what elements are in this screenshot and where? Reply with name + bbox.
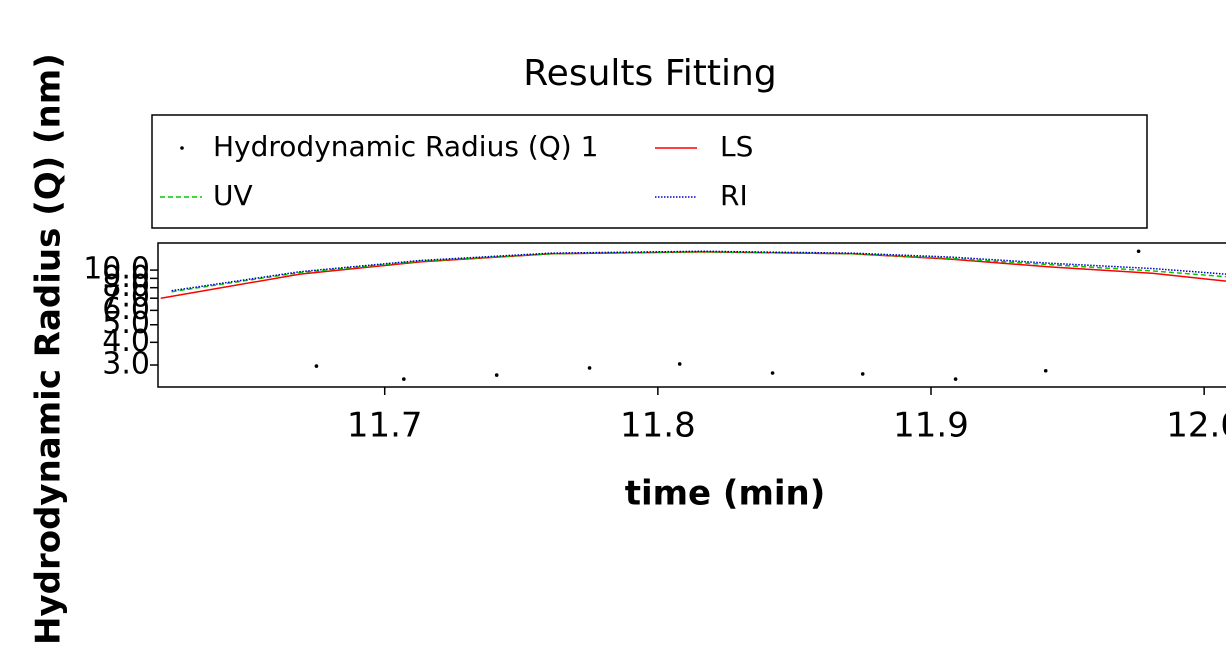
- x-tick-label: 11.8: [620, 406, 696, 446]
- x-tick-label: 12.0: [1166, 406, 1226, 446]
- data-point: [587, 366, 592, 370]
- y-tick-label: 10.0: [83, 252, 150, 287]
- x-tick-label: 11.9: [893, 406, 969, 446]
- legend-label: RI: [720, 179, 748, 212]
- x-axis-label: time (min): [625, 474, 826, 514]
- data-point: [953, 377, 958, 381]
- y-tick-label: 3.0: [102, 347, 150, 382]
- legend-marker: [180, 146, 184, 150]
- y-axis-label: Hydrodynamic Radius (Q) (nm): [29, 53, 69, 645]
- plot-frame: [157, 242, 1226, 388]
- data-point: [494, 373, 499, 377]
- data-point: [770, 371, 775, 375]
- series-line: [171, 250, 1226, 292]
- y-tick-label: 9.0: [102, 260, 150, 295]
- series-line: [171, 251, 1226, 293]
- data-point: [1136, 249, 1141, 254]
- data-point: [1043, 368, 1048, 373]
- legend-label: Hydrodynamic Radius (Q) 1: [213, 130, 598, 163]
- chart-title: Results Fitting: [523, 53, 776, 94]
- y-tick-label: 7.0: [102, 280, 150, 315]
- y-tick-label: 4.0: [102, 324, 150, 359]
- y-tick-label: 6.0: [102, 292, 150, 327]
- data-point: [677, 362, 682, 366]
- data-point: [314, 364, 319, 368]
- legend-box: [151, 114, 1148, 229]
- data-point: [402, 377, 406, 381]
- x-tick-label: 11.7: [347, 406, 423, 446]
- legend-label: UV: [213, 179, 253, 212]
- data-point: [860, 372, 865, 376]
- legend-label: LS: [720, 130, 753, 163]
- y-tick-label: 8.0: [102, 269, 150, 304]
- y-tick-label: 5.0: [102, 306, 150, 341]
- series-line: [160, 251, 1226, 299]
